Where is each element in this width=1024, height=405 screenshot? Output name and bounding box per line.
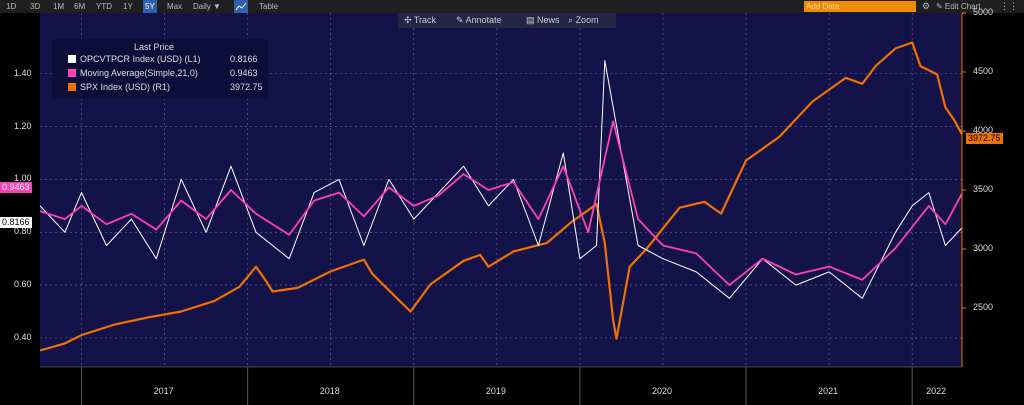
right-tick-label: 4000: [973, 125, 994, 135]
left-tick-label: 1.40: [14, 67, 32, 78]
x-tick-label: 2022: [926, 386, 947, 396]
right-tick-label: 3500: [973, 184, 994, 194]
left-tick-label: 0.60: [14, 279, 32, 290]
pcr-series: [39, 60, 963, 299]
period-1d-button[interactable]: 1D: [6, 2, 17, 11]
period-max-button[interactable]: Max: [167, 2, 183, 11]
spx-last-value-tag: 3972.75: [966, 133, 1003, 144]
news-icon: ▤: [526, 15, 535, 25]
period-1y-button[interactable]: 1Y: [123, 2, 133, 11]
x-tick-label: 2021: [818, 386, 839, 396]
legend-swatch-spx: [68, 83, 76, 91]
spx-line: [39, 41, 963, 352]
ma-series: [39, 120, 963, 287]
crosshair-icon: ✣: [404, 15, 412, 25]
left-tick-label: 1.00: [14, 173, 32, 184]
magnifier-icon: ⌕: [568, 15, 574, 25]
chart-action-bar: ✣ Track ✎ Annotate ▤ News ⌕ Zoom: [398, 13, 616, 28]
pcr-line: [39, 60, 963, 299]
chart-type-icon[interactable]: [234, 0, 248, 13]
left-tick-label: 0.80: [14, 226, 32, 237]
more-icon[interactable]: ⋮: [1000, 1, 1009, 11]
legend-value-ma: 0.9463: [230, 68, 258, 78]
track-label: Track: [413, 15, 437, 25]
frequency-select[interactable]: Daily ▼: [193, 2, 221, 11]
table-button[interactable]: Table: [259, 2, 279, 11]
ma-last-value-tag: 0.9463: [0, 182, 32, 193]
period-5y-button[interactable]: 5Y: [143, 0, 157, 13]
news-label: News: [537, 15, 560, 25]
zoom-label: Zoom: [575, 15, 599, 25]
period-1m-button[interactable]: 1M: [53, 2, 65, 11]
annotate-button[interactable]: ✎ Annotate: [456, 14, 502, 27]
legend: Last Price OPCVTPCR Index (USD) (L1) 0.8…: [52, 39, 268, 99]
legend-label-ma: Moving Average(Simple,21,0): [80, 68, 198, 78]
right-tick-label: 4500: [973, 66, 994, 76]
right-tick-label: 2500: [973, 302, 994, 312]
x-tick-label: 2018: [319, 386, 340, 396]
zoom-button[interactable]: ⌕ Zoom: [568, 14, 599, 27]
pencil-icon: ✎: [456, 15, 464, 25]
right-tick-label: 5000: [973, 7, 994, 17]
ma-line: [39, 120, 963, 287]
spx-series: [39, 41, 963, 352]
news-button[interactable]: ▤ News: [526, 14, 560, 27]
pcr-last-value-tag: 0.8166: [0, 217, 32, 228]
period-3d-button[interactable]: 3D: [30, 2, 41, 11]
gear-icon[interactable]: ⚙: [922, 1, 931, 11]
add-data-input[interactable]: Add Data: [804, 1, 916, 12]
x-tick-label: 2019: [485, 386, 506, 396]
period-ytd-button[interactable]: YTD: [96, 2, 112, 11]
chart-toolbar: 1D 3D 1M 6M YTD 1Y 5Y Max Daily ▼ Table …: [0, 0, 1024, 13]
x-tick-label: 2020: [651, 386, 672, 396]
legend-swatch-ma: [68, 69, 76, 77]
legend-swatch-pcr: [68, 55, 76, 63]
edit-chart-button[interactable]: ✎ Edit Chart: [936, 2, 981, 11]
line-chart-icon: [235, 2, 247, 11]
legend-value-spx: 3972.75: [230, 82, 263, 92]
options-icon[interactable]: ⋮: [1009, 1, 1018, 11]
right-tick-label: 3000: [973, 243, 994, 253]
left-tick-label: 0.40: [14, 331, 32, 342]
left-tick-label: 1.20: [14, 120, 32, 131]
axes: [40, 12, 966, 405]
x-tick-label: 2017: [153, 386, 174, 396]
legend-label-spx: SPX Index (USD) (R1): [80, 82, 171, 92]
annotate-label: Annotate: [465, 15, 502, 25]
legend-title: Last Price: [134, 42, 175, 52]
period-6m-button[interactable]: 6M: [74, 2, 86, 11]
legend-label-pcr: OPCVTPCR Index (USD) (L1): [80, 54, 201, 64]
grid: [40, 13, 962, 367]
track-button[interactable]: ✣ Track: [404, 14, 436, 27]
legend-value-pcr: 0.8166: [230, 54, 258, 64]
